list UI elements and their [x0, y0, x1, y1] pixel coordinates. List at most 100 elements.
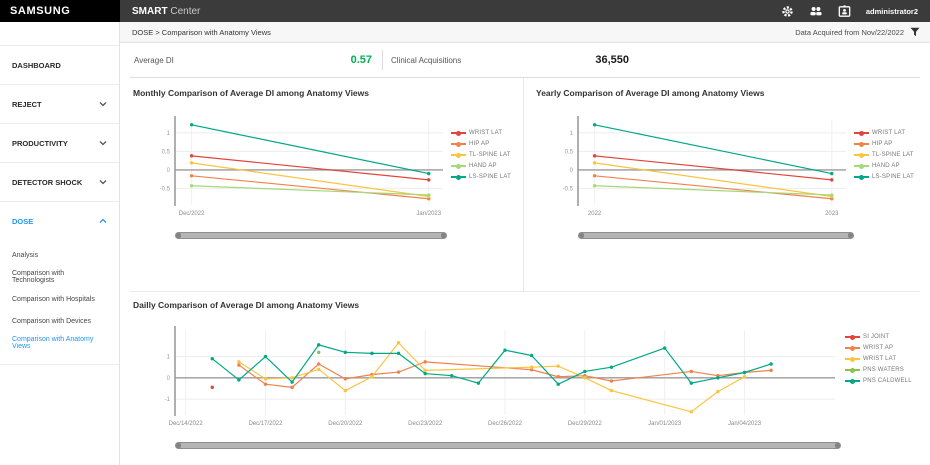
legend-item[interactable]: HIP AP — [854, 141, 914, 147]
topbar-actions: administrator2 — [781, 5, 918, 18]
stat-label: Average DI — [134, 55, 174, 65]
legend-item[interactable]: WRIST LAT — [845, 356, 912, 362]
svg-text:1: 1 — [167, 355, 171, 361]
svg-text:Dec/26/2022: Dec/26/2022 — [488, 421, 523, 427]
top-charts-row: Monthly Comparison of Average DI among A… — [130, 78, 920, 292]
legend-swatch — [845, 356, 860, 362]
chevron-down-icon — [99, 101, 107, 107]
legend-label: PNS WATERS — [863, 367, 905, 373]
chevron-down-icon — [99, 140, 107, 146]
app-title-bold: SMART — [132, 5, 168, 17]
legend-swatch — [854, 163, 869, 169]
legend-label: LS-SPINE LAT — [469, 174, 511, 180]
sidebar-item-label: DOSE — [12, 216, 34, 226]
legend-label: WRIST LAT — [872, 130, 906, 136]
settings-gear-icon[interactable] — [781, 5, 794, 18]
daily-chart-title: Dailly Comparison of Average DI among An… — [133, 300, 360, 310]
topbar-main: SMART Center — [120, 0, 930, 22]
legend-item[interactable]: SI JOINT — [845, 334, 912, 340]
legend-swatch — [854, 141, 869, 147]
sidebar-item-reject[interactable]: REJECT — [0, 84, 119, 123]
legend-swatch — [845, 378, 860, 384]
legend-swatch — [854, 152, 869, 158]
yearly-chart-plot[interactable]: 1 0.5 0 -0.5 2022 2023 — [536, 114, 852, 226]
username[interactable]: administrator2 — [865, 6, 918, 16]
svg-text:0: 0 — [570, 168, 574, 174]
yearly-chart-panel: Yearly Comparison of Average DI among An… — [524, 78, 920, 291]
legend-item[interactable]: TL-SPINE LAT — [854, 152, 914, 158]
sidebar-item-dashboard[interactable]: DASHBOARD — [0, 45, 119, 84]
monthly-chart-title: Monthly Comparison of Average DI among A… — [133, 88, 369, 98]
sidebar-item-comparison-technologists[interactable]: Comparison with Technologists — [12, 270, 65, 284]
legend-swatch — [845, 345, 860, 351]
daily-chart-plot[interactable]: 1 0 -1 Dec/14/2022 Dec/17/2022 Dec/20/2022 Dec… — [133, 324, 843, 436]
chevron-up-icon — [99, 218, 107, 224]
stat-value: 36,550 — [595, 54, 629, 66]
svg-text:Dec/29/2022: Dec/29/2022 — [568, 421, 603, 427]
legend-item[interactable]: LS-SPINE LAT — [451, 174, 511, 180]
sidebar-item-label: DETECTOR SHOCK — [12, 177, 83, 187]
legend-label: LS-SPINE LAT — [872, 174, 914, 180]
legend-label: SI JOINT — [863, 334, 890, 340]
daily-chart-legend: SI JOINT WRIST AP WRIST LAT PNS WAT — [845, 324, 912, 436]
svg-text:Dec/17/2022: Dec/17/2022 — [248, 421, 283, 427]
sidebar-item-comparison-anatomy-views[interactable]: Comparison with Anatomy Views — [12, 336, 94, 350]
svg-text:Dec/20/2022: Dec/20/2022 — [328, 421, 363, 427]
sidebar-item-label: DASHBOARD — [12, 60, 61, 70]
sidebar-item-comparison-devices[interactable]: Comparison with Devices — [12, 317, 91, 325]
legend-item[interactable]: PNS CALDWELL — [845, 378, 912, 384]
svg-text:Jan/01/2023: Jan/01/2023 — [648, 421, 682, 427]
data-acquired-label: Data Acquired from Nov/22/2022 — [795, 27, 904, 37]
svg-text:Dec/14/2022: Dec/14/2022 — [169, 421, 204, 427]
legend-swatch — [451, 141, 466, 147]
legend-label: PNS CALDWELL — [863, 378, 912, 384]
legend-item[interactable]: PNS WATERS — [845, 367, 912, 373]
svg-text:0.5: 0.5 — [162, 149, 171, 155]
legend-swatch — [845, 334, 860, 340]
sidebar-item-dose[interactable]: DOSE — [0, 201, 119, 240]
filter-icon[interactable] — [910, 27, 920, 37]
data-acquired: Data Acquired from Nov/22/2022 — [795, 27, 920, 37]
daily-chart-scrollbar[interactable] — [175, 442, 841, 449]
yearly-chart-scrollbar[interactable] — [578, 232, 854, 239]
svg-text:-0.5: -0.5 — [160, 186, 171, 192]
yearly-chart-title: Yearly Comparison of Average DI among An… — [536, 88, 765, 98]
svg-text:1: 1 — [570, 131, 574, 137]
svg-text:0.5: 0.5 — [565, 149, 574, 155]
users-icon[interactable] — [809, 5, 823, 17]
samsung-logo: SAMSUNG — [0, 0, 120, 22]
svg-text:0: 0 — [167, 168, 171, 174]
stat-label: Clinical Acquisitions — [391, 55, 462, 65]
legend-item[interactable]: LS-SPINE LAT — [854, 174, 914, 180]
svg-text:Jan/2023: Jan/2023 — [416, 211, 441, 217]
svg-text:-0.5: -0.5 — [563, 186, 574, 192]
monthly-chart-plot[interactable]: 1 0.5 0 -0.5 Dec/2022 Jan/2023 — [133, 114, 449, 226]
legend-item[interactable]: TL-SPINE LAT — [451, 152, 511, 158]
stats-divider — [382, 50, 383, 70]
legend-item[interactable]: HAND AP — [854, 163, 914, 169]
legend-label: WRIST LAT — [469, 130, 503, 136]
sidebar-item-detector-shock[interactable]: DETECTOR SHOCK — [0, 162, 119, 201]
legend-swatch — [845, 367, 860, 373]
svg-text:Dec/23/2022: Dec/23/2022 — [408, 421, 443, 427]
legend-item[interactable]: HIP AP — [451, 141, 511, 147]
svg-text:-1: -1 — [165, 397, 171, 403]
svg-text:2022: 2022 — [588, 211, 602, 217]
breadcrumb-bar: DOSE > Comparison with Anatomy Views Dat… — [120, 22, 930, 43]
legend-item[interactable]: WRIST AP — [845, 345, 912, 351]
legend-swatch — [451, 130, 466, 136]
sidebar-item-comparison-hospitals[interactable]: Comparison with Hospitals — [12, 295, 95, 303]
legend-item[interactable]: HAND AP — [451, 163, 511, 169]
sidebar-item-analysis[interactable]: Analysis — [12, 251, 39, 259]
account-badge-icon[interactable] — [838, 5, 851, 17]
legend-label: HIP AP — [872, 141, 893, 147]
stats-row: Average DI 0.57 Clinical Acquisitions 36… — [130, 43, 920, 78]
sidebar-item-productivity[interactable]: PRODUCTIVITY — [0, 123, 119, 162]
legend-item[interactable]: WRIST LAT — [854, 130, 914, 136]
chevron-down-icon — [99, 179, 107, 185]
stat-average-di: Average DI 0.57 — [130, 54, 382, 66]
monthly-chart-scrollbar[interactable] — [175, 232, 447, 239]
legend-item[interactable]: WRIST LAT — [451, 130, 511, 136]
svg-text:2023: 2023 — [825, 211, 839, 217]
svg-text:1: 1 — [167, 131, 171, 137]
